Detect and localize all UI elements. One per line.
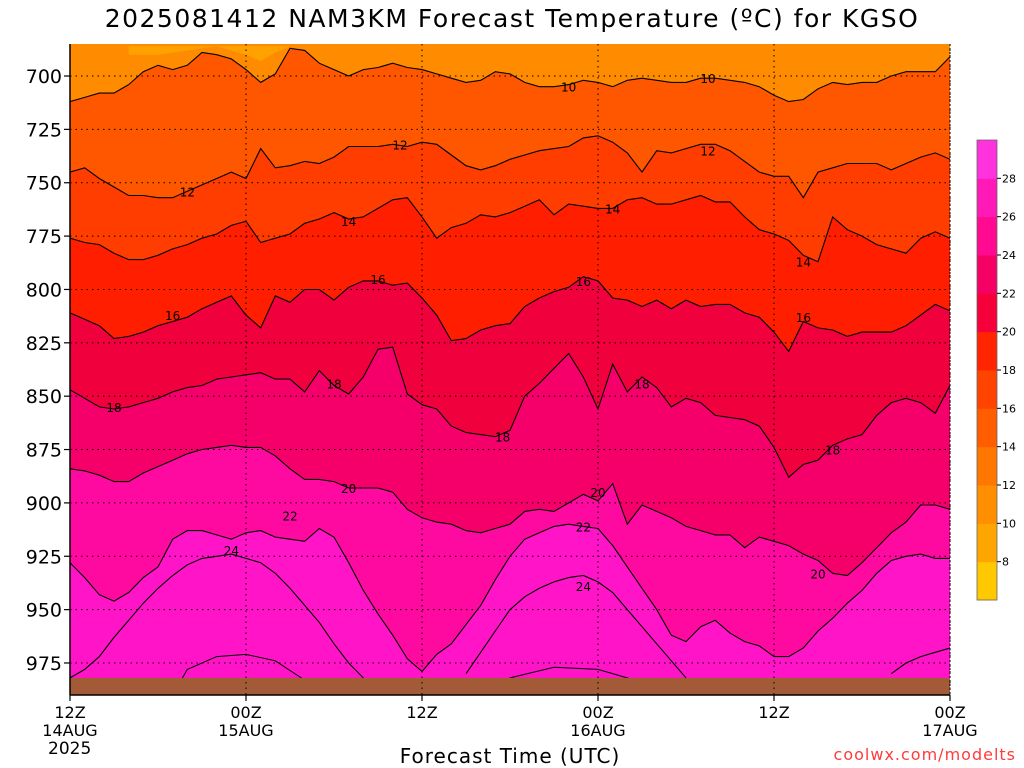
contour-label-22: 24 — [224, 544, 239, 558]
contour-16 — [70, 276, 950, 353]
x-tick-label-3: 00Z — [582, 703, 613, 722]
colorbar-label-12: 12 — [1002, 479, 1016, 492]
colorbar-segment-10 — [977, 485, 997, 524]
contour-labels: 10 10 12 12 12 14 14 14 16 16 16 16 18 18 18 18 18 20 20 20… — [106, 72, 840, 594]
credit-link[interactable]: coolwx.com/modelts — [833, 745, 1016, 764]
contour-label-14: 18 — [495, 431, 510, 445]
contour-label-15: 18 — [634, 377, 649, 391]
contour-18 — [70, 346, 950, 479]
colorbar-segment-8 — [977, 523, 997, 563]
contour-10 — [70, 47, 950, 103]
contour-label-5: 14 — [341, 215, 356, 229]
y-tick-label-825: 825 — [26, 333, 62, 355]
contour-22 — [70, 523, 950, 673]
y-tick-label-900: 900 — [26, 493, 62, 515]
contour-label-18: 20 — [590, 486, 605, 500]
contour-20 — [70, 444, 950, 577]
chart-title: 2025081412 NAM3KM Forecast Temperature (… — [104, 4, 920, 33]
x-tick-date-1: 15AUG — [218, 721, 273, 740]
ground-bar — [70, 677, 950, 695]
ground-surface — [70, 677, 950, 695]
x-tick-label-1: 00Z — [230, 703, 261, 722]
contour-label-4: 12 — [700, 145, 715, 159]
contour-label-2: 12 — [180, 185, 195, 199]
contour-14 — [70, 194, 950, 263]
y-tick-label-775: 775 — [26, 226, 62, 248]
y-tick-label-975: 975 — [26, 653, 62, 675]
x-tick-date-0: 14AUG — [42, 721, 97, 740]
contour-label-16: 18 — [825, 444, 840, 458]
colorbar-label-28: 28 — [1002, 172, 1016, 185]
x-tick-label-0: 12Z — [54, 703, 85, 722]
colorbar: 8 10 12 14 16 18 20 22 24 26 28 — [976, 139, 1016, 601]
contour-label-11: 16 — [796, 311, 811, 325]
colorbar-label-26: 26 — [1002, 211, 1016, 224]
colorbar-label-22: 22 — [1002, 287, 1016, 300]
axes: 70072575077580082585087590092595097512Z1… — [26, 44, 978, 740]
x-tick-label-2: 12Z — [406, 703, 437, 722]
x-tick-date-5: 17AUG — [922, 721, 977, 740]
colorbar-label-14: 14 — [1002, 441, 1016, 454]
colorbar-segment-6 — [977, 561, 997, 601]
colorbar-segment-18 — [977, 331, 997, 371]
contour-label-23: 24 — [576, 580, 591, 594]
contour-label-17: 20 — [341, 482, 356, 496]
y-tick-label-725: 725 — [26, 119, 62, 141]
colorbar-segment-16 — [977, 370, 997, 409]
contour-label-7: 14 — [796, 256, 811, 270]
x-tick-label-5: 00Z — [934, 703, 965, 722]
contour-12 — [70, 135, 950, 199]
y-tick-label-925: 925 — [26, 546, 62, 568]
colorbar-label-24: 24 — [1002, 249, 1016, 262]
contour-label-19: 20 — [810, 567, 825, 581]
colorbar-label-16: 16 — [1002, 402, 1016, 415]
contour-label-0: 10 — [561, 81, 576, 95]
colorbar-label-10: 10 — [1002, 517, 1016, 530]
contours — [70, 47, 950, 679]
contour-label-9: 16 — [370, 273, 385, 287]
y-tick-label-800: 800 — [26, 279, 62, 301]
y-tick-label-950: 950 — [26, 600, 62, 622]
contour-label-13: 18 — [326, 377, 341, 391]
contour-label-8: 16 — [165, 309, 180, 323]
start-year: 2025 — [48, 739, 92, 759]
y-tick-label-700: 700 — [26, 66, 62, 88]
colorbar-segment-22 — [977, 255, 997, 294]
x-axis-label: Forecast Time (UTC) — [399, 744, 621, 768]
y-tick-label-750: 750 — [26, 173, 62, 195]
x-tick-label-4: 12Z — [758, 703, 789, 722]
colorbar-label-20: 20 — [1002, 326, 1016, 339]
contour-label-3: 12 — [392, 138, 407, 152]
colorbar-segment-20 — [977, 293, 997, 333]
x-tick-date-3: 16AUG — [570, 721, 625, 740]
contour-label-12: 18 — [106, 401, 121, 415]
contour-label-20: 22 — [282, 510, 297, 524]
colorbar-segment-28 — [977, 140, 997, 179]
contour-label-1: 10 — [700, 72, 715, 86]
colorbar-segment-26 — [977, 178, 997, 218]
temperature-bands — [70, 44, 950, 695]
contour-label-21: 22 — [576, 520, 591, 534]
colorbar-segment-24 — [977, 216, 997, 256]
colorbar-segment-12 — [977, 446, 997, 486]
colorbar-label-18: 18 — [1002, 364, 1016, 377]
colorbar-segment-14 — [977, 408, 997, 448]
contour-24 — [70, 553, 950, 679]
band-below-10 — [70, 44, 950, 102]
colorbar-label-8: 8 — [1002, 556, 1009, 569]
contour-label-10: 16 — [576, 275, 591, 289]
y-tick-label-875: 875 — [26, 440, 62, 462]
y-tick-label-850: 850 — [26, 386, 62, 408]
band-cold-patch — [128, 46, 290, 62]
band-below-12 — [70, 44, 950, 198]
contour-label-6: 14 — [605, 202, 620, 216]
